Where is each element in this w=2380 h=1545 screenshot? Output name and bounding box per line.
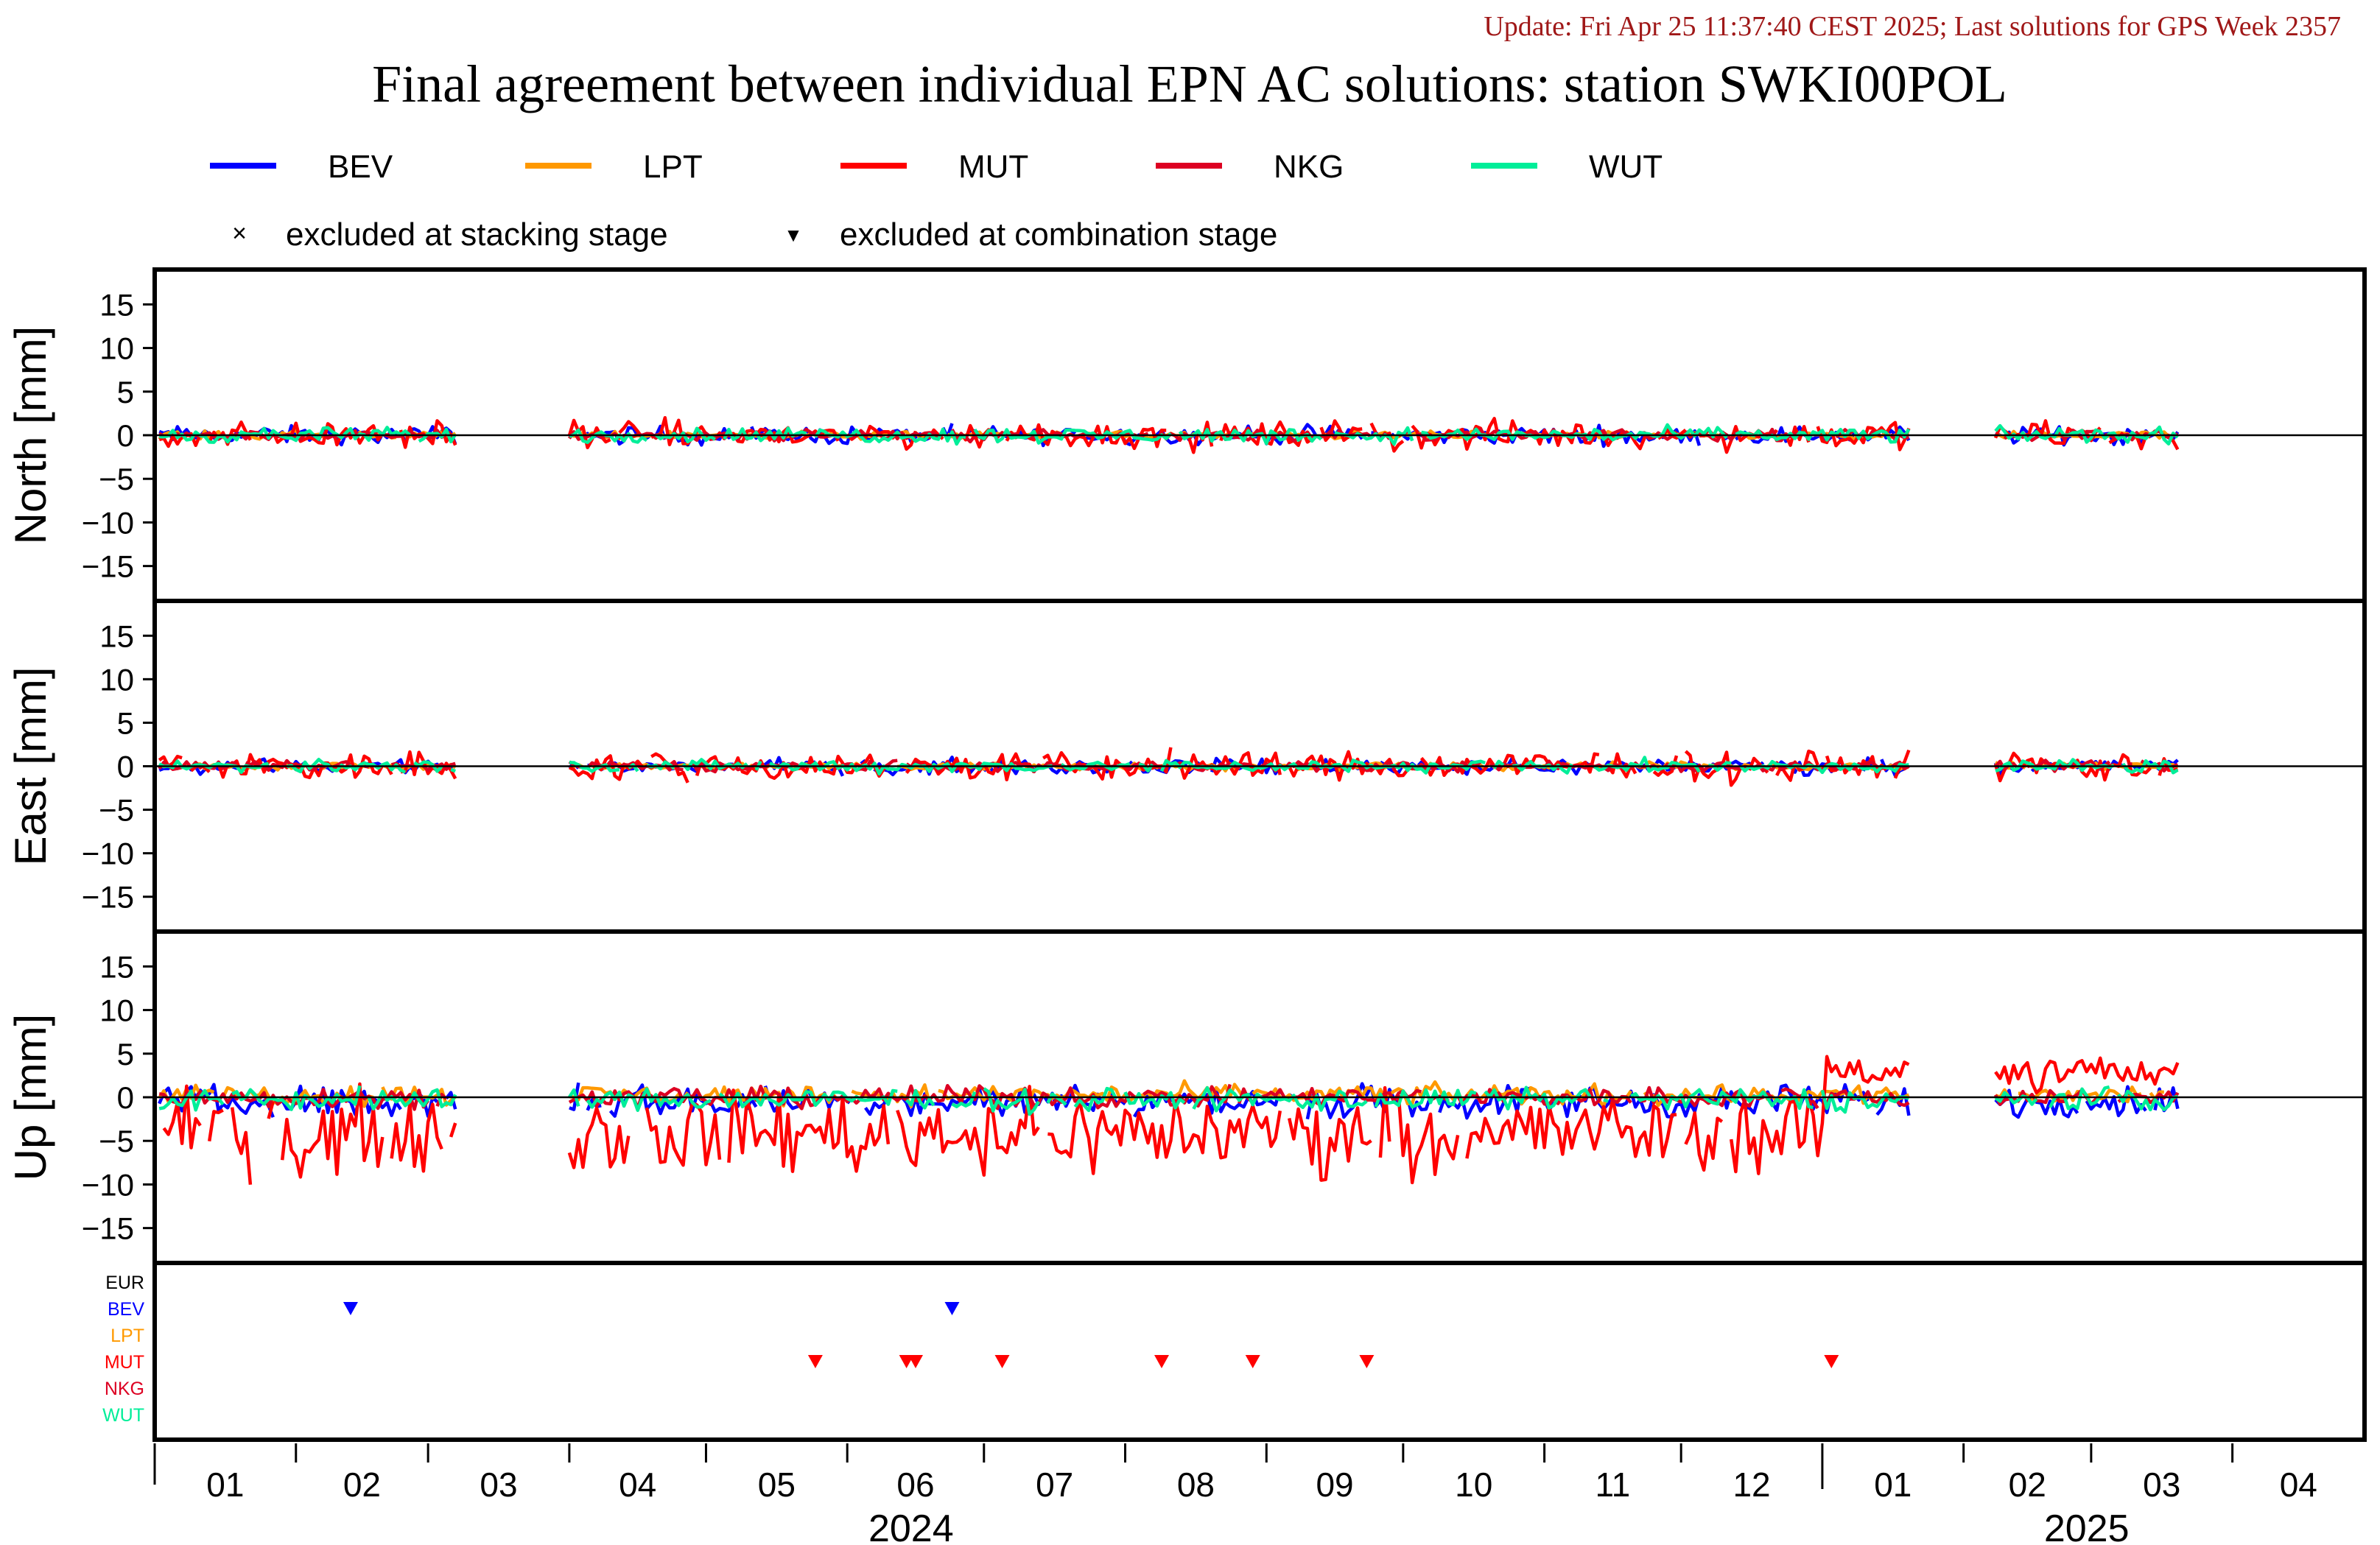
x-axis: 01 02 03 04 05 06 07 08 09 10 11 12 01 02 03 04 2024 2025 bbox=[153, 1443, 2317, 1545]
y-tick-label: 0 bbox=[117, 1080, 134, 1115]
update-text: Update: Fri Apr 25 11:37:40 CEST 2025; L… bbox=[1484, 11, 2341, 42]
legend-label-lpt: LPT bbox=[643, 149, 703, 185]
month-label: 07 bbox=[1036, 1465, 1073, 1504]
exclusion-panel-frame bbox=[152, 1261, 2367, 1442]
legend-label-mut: MUT bbox=[958, 149, 1028, 185]
y-tick-label: −10 bbox=[82, 505, 134, 540]
month-label: 04 bbox=[2280, 1465, 2317, 1504]
year-label: 2025 bbox=[2044, 1507, 2130, 1545]
y-tick-label: −10 bbox=[82, 837, 134, 871]
month-label: 08 bbox=[1177, 1465, 1215, 1504]
y-tick-label: 15 bbox=[99, 949, 134, 984]
panel-up: −15 −10 −5 0 5 10 15 Up [mm] bbox=[6, 929, 2367, 1265]
legend-marker-label: excluded at combination stage bbox=[840, 217, 1277, 253]
y-axis-label: East [mm] bbox=[6, 666, 55, 865]
legend: BEV LPT MUT NKG WUT × excluded at stacking sta… bbox=[210, 149, 1663, 253]
y-tick-label: 5 bbox=[117, 375, 134, 409]
year-label: 2024 bbox=[868, 1507, 954, 1545]
y-tick-label: 0 bbox=[117, 418, 134, 453]
month-label: 01 bbox=[1874, 1465, 1912, 1504]
y-tick-label: −15 bbox=[82, 880, 134, 915]
y-axis-label: Up [mm] bbox=[6, 1014, 55, 1181]
month-label: 03 bbox=[2143, 1465, 2180, 1504]
exclusion-marker-mut bbox=[994, 1355, 1010, 1368]
month-label: 02 bbox=[2009, 1465, 2046, 1504]
y-tick-label: 5 bbox=[117, 1037, 134, 1071]
y-tick-label: 10 bbox=[99, 331, 134, 366]
y-tick-label: 15 bbox=[99, 619, 134, 653]
cross-marker-icon: × bbox=[232, 219, 247, 247]
y-tick-label: −15 bbox=[82, 549, 134, 584]
legend-label-wut: WUT bbox=[1589, 149, 1663, 185]
exclusion-marker-mut bbox=[1824, 1355, 1839, 1368]
month-label: 12 bbox=[1733, 1465, 1770, 1504]
exclusion-marker-mut bbox=[908, 1355, 923, 1368]
triangle-marker-icon: ▼ bbox=[784, 224, 803, 246]
month-label: 09 bbox=[1316, 1465, 1353, 1504]
month-label: 02 bbox=[343, 1465, 381, 1504]
exclusion-marker-mut bbox=[1245, 1355, 1260, 1368]
series-line-mut bbox=[162, 1055, 2180, 1185]
exclusion-marker-bev bbox=[944, 1302, 960, 1315]
exclusion-row-label-wut: WUT bbox=[102, 1405, 144, 1426]
y-tick-label: 15 bbox=[99, 287, 134, 322]
y-tick-label: −5 bbox=[99, 1124, 134, 1158]
month-label: 04 bbox=[619, 1465, 656, 1504]
y-tick-label: 5 bbox=[117, 705, 134, 740]
exclusion-marker-mut bbox=[1359, 1355, 1375, 1368]
exclusion-marker-bev bbox=[343, 1302, 358, 1315]
y-tick-label: −15 bbox=[82, 1211, 134, 1246]
exclusion-marker-mut bbox=[1154, 1355, 1170, 1368]
panel-north: −15 −10 −5 0 5 10 15 North [mm] bbox=[6, 267, 2367, 603]
exclusion-row-label-bev: BEV bbox=[108, 1299, 144, 1320]
exclusion-marker-mut bbox=[807, 1355, 823, 1368]
month-label: 03 bbox=[480, 1465, 517, 1504]
month-label: 10 bbox=[1455, 1465, 1492, 1504]
month-label: 06 bbox=[896, 1465, 934, 1504]
exclusion-row-label-eur: EUR bbox=[105, 1273, 144, 1293]
y-tick-label: 10 bbox=[99, 993, 134, 1028]
y-tick-label: −10 bbox=[82, 1167, 134, 1202]
y-tick-label: −5 bbox=[99, 793, 134, 828]
legend-label-bev: BEV bbox=[328, 149, 393, 185]
legend-marker-label: excluded at stacking stage bbox=[286, 217, 668, 253]
exclusion-row-label-nkg: NKG bbox=[105, 1379, 144, 1399]
month-label: 11 bbox=[1595, 1465, 1630, 1504]
exclusion-panel: EUR BEV LPT MUT NKG WUT bbox=[102, 1261, 2367, 1442]
y-tick-label: −5 bbox=[99, 462, 134, 496]
month-label: 05 bbox=[758, 1465, 796, 1504]
month-label: 01 bbox=[206, 1465, 244, 1504]
y-tick-label: 0 bbox=[117, 750, 134, 784]
exclusion-row-label-mut: MUT bbox=[105, 1352, 144, 1373]
y-tick-label: 10 bbox=[99, 662, 134, 697]
chart-title: Final agreement between individual EPN A… bbox=[372, 54, 2007, 113]
y-axis-label: North [mm] bbox=[6, 326, 55, 545]
legend-label-nkg: NKG bbox=[1274, 149, 1344, 185]
panel-east: −15 −10 −5 0 5 10 15 East [mm] bbox=[6, 599, 2367, 934]
exclusion-row-label-lpt: LPT bbox=[110, 1326, 144, 1346]
